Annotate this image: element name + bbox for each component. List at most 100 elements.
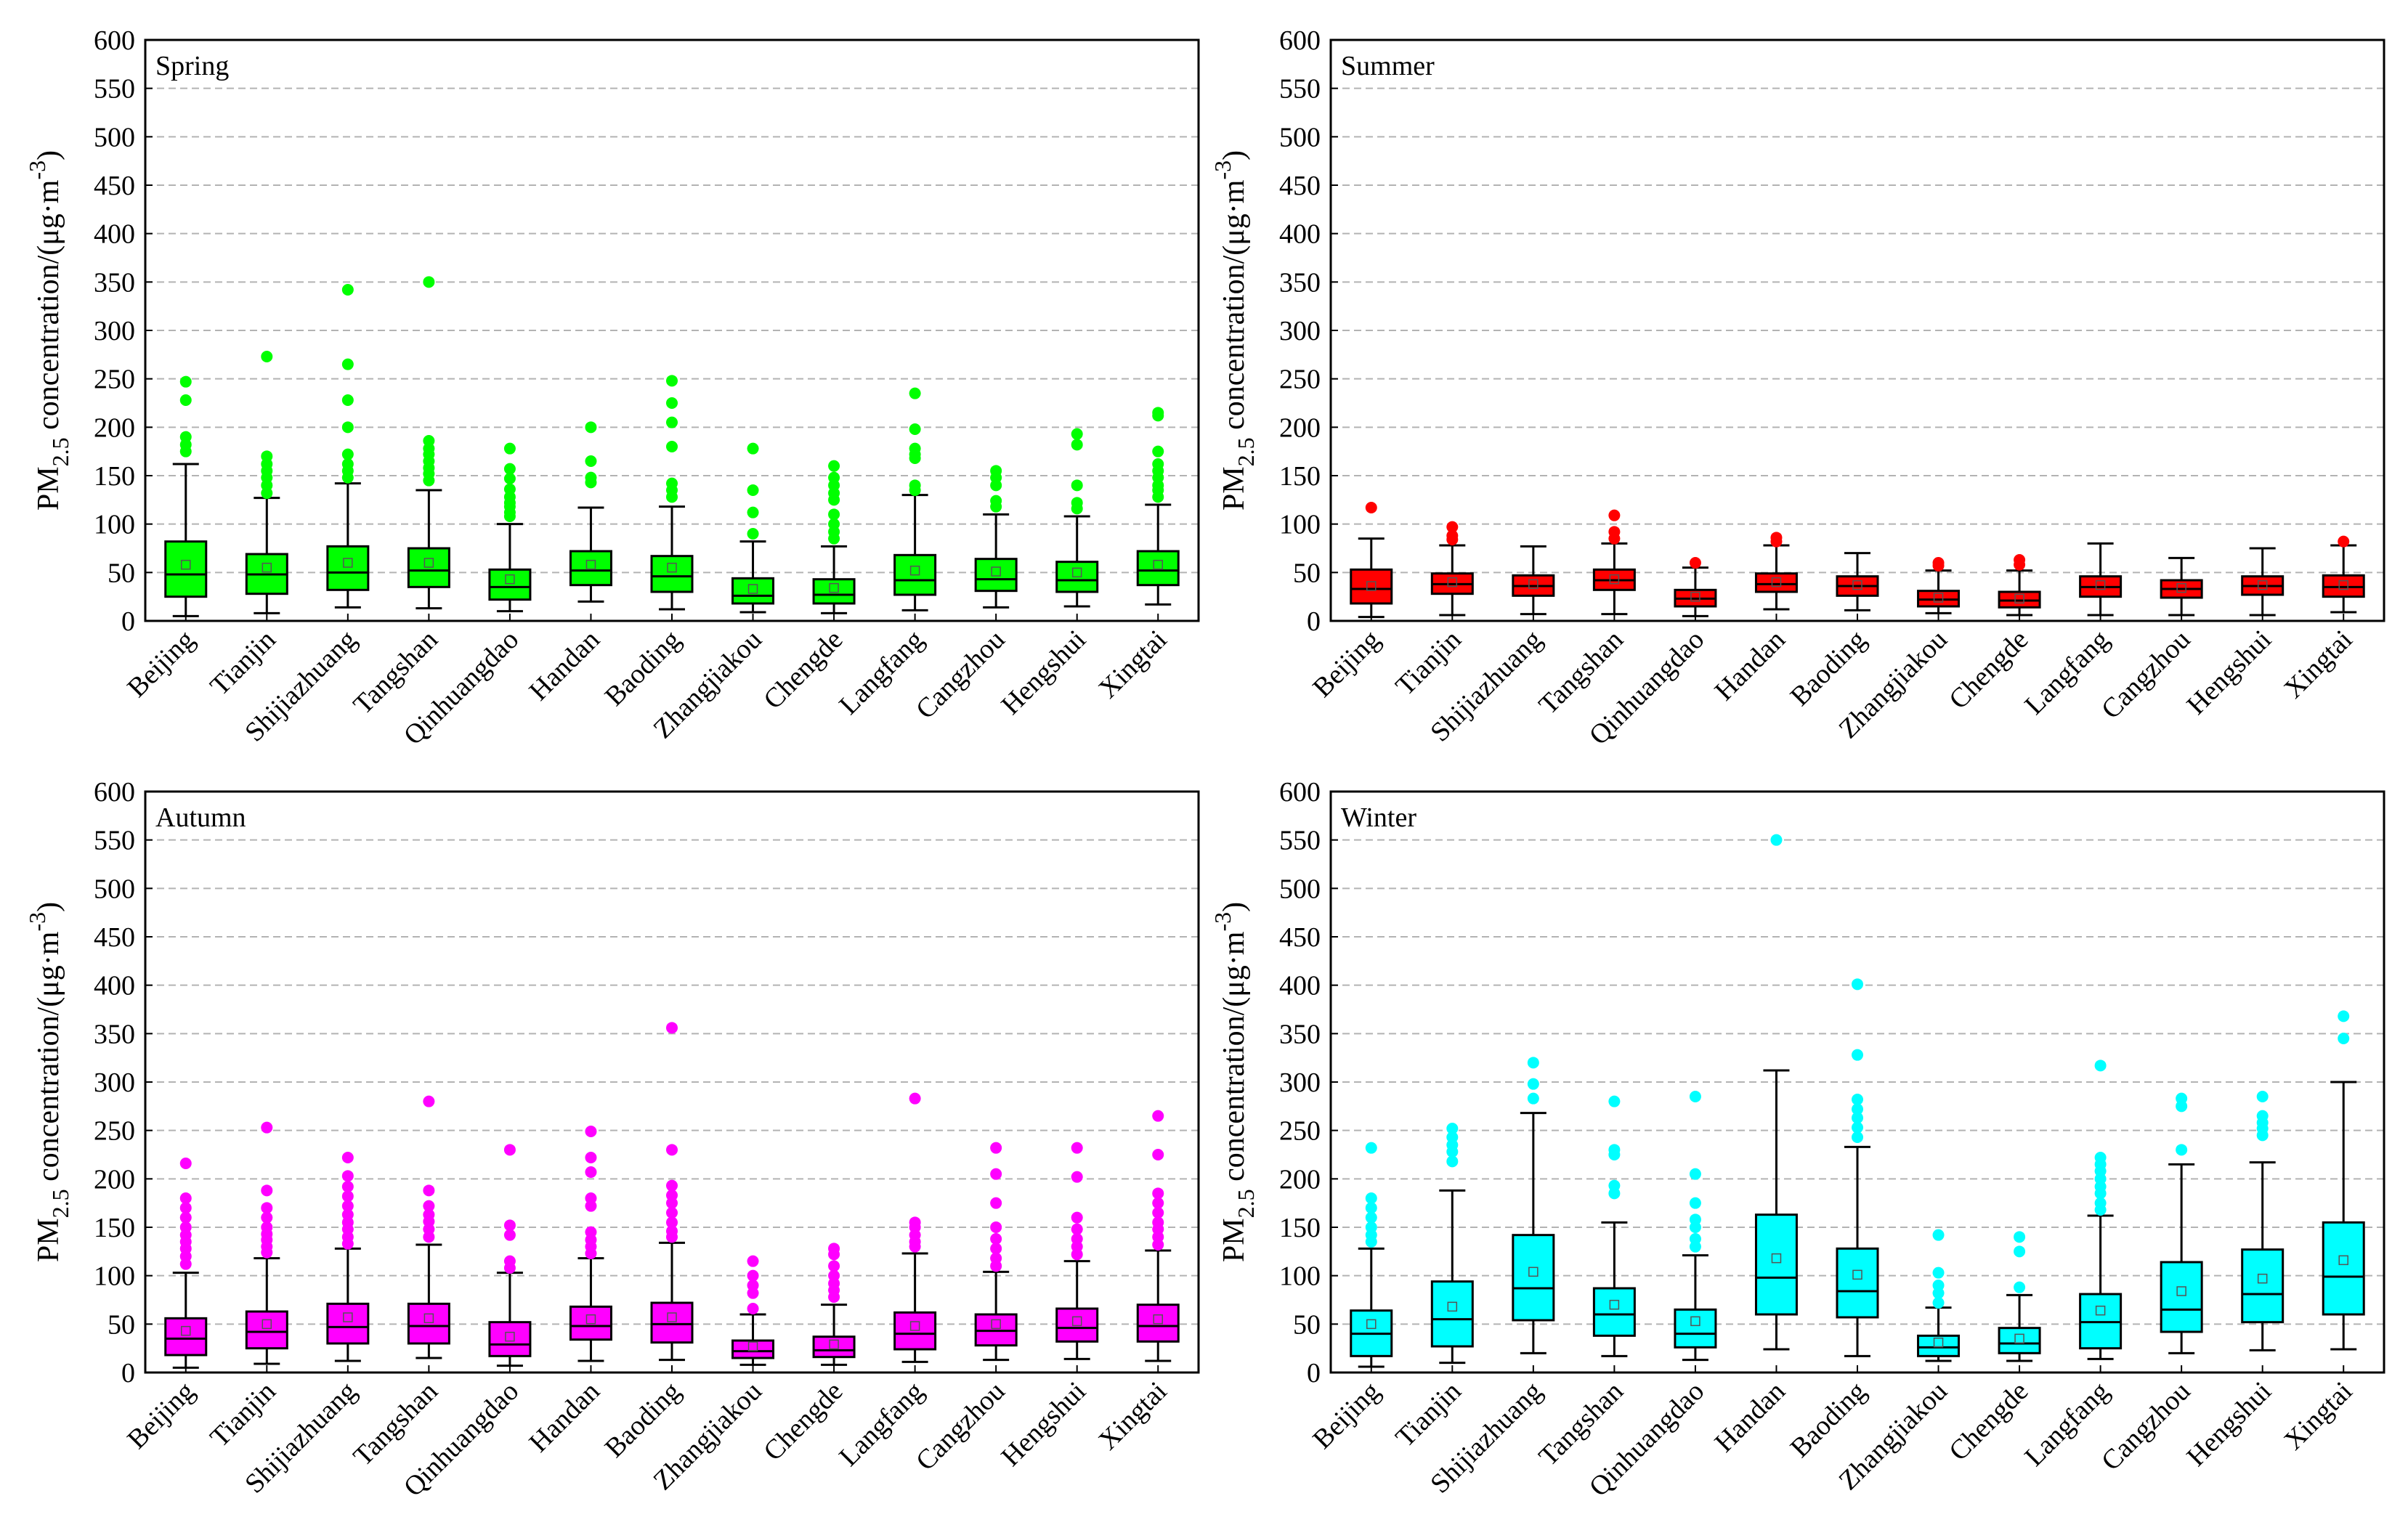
mean-marker	[2014, 1333, 2024, 1344]
box-tangshan: Tangshan	[1533, 509, 1636, 720]
outlier-point	[2094, 1197, 2107, 1209]
outlier-point	[1071, 497, 1083, 509]
outlier-point	[666, 1190, 678, 1201]
box-iqr	[407, 1302, 450, 1345]
outlier-point	[1852, 1049, 1863, 1061]
x-tick-label: Tianjin	[1390, 1376, 1467, 1453]
mean-marker	[1153, 559, 1163, 570]
outlier-point	[909, 1216, 921, 1229]
outlier-point	[1152, 407, 1164, 419]
outlier-point	[261, 1184, 273, 1197]
outlier-point	[261, 450, 273, 463]
outlier-point	[990, 1142, 1002, 1154]
panel-title: Summer	[1341, 51, 1435, 81]
y-tick-label: 50	[1293, 1309, 1321, 1340]
outlier-point	[666, 1179, 678, 1192]
box-hengshui: Hengshui	[995, 1142, 1099, 1472]
y-axis-label-main: PM	[1217, 466, 1251, 511]
outlier-point	[1071, 439, 1083, 451]
box-tianjin: Tianjin	[204, 1121, 288, 1453]
outlier-point	[666, 441, 678, 452]
x-tick-label: Handan	[1709, 625, 1791, 707]
outlier-point	[666, 1207, 678, 1219]
box-iqr	[974, 558, 1018, 593]
outlier-point	[828, 1269, 840, 1282]
outlier-point	[1152, 1197, 1164, 1209]
mean-marker	[2338, 580, 2348, 590]
mean-marker	[1447, 577, 1458, 587]
outlier-point	[2256, 1110, 2269, 1122]
y-tick-label: 550	[1279, 826, 1321, 856]
y-tick-label: 100	[1279, 1261, 1321, 1292]
outlier-point	[1852, 1121, 1863, 1134]
y-axis-label-sub: 2.5	[47, 1189, 73, 1218]
box-xingtai: Xingtai	[1092, 1110, 1180, 1456]
outlier-point	[1852, 1094, 1863, 1105]
outlier-point	[1071, 428, 1083, 440]
x-tick-label: Cangzhou	[910, 625, 1011, 725]
outlier-point	[1071, 1223, 1083, 1235]
outlier-point	[503, 473, 516, 484]
y-tick-label: 450	[94, 171, 135, 201]
box-iqr	[1917, 1334, 1961, 1357]
y-tick-label: 250	[94, 365, 135, 395]
x-tick-label: Hengshui	[2181, 625, 2277, 721]
outlier-point	[1608, 509, 1621, 521]
x-tick-label: Xingtai	[2278, 625, 2358, 704]
y-tick-label: 300	[1279, 1068, 1321, 1098]
outlier-point	[828, 460, 840, 472]
outlier-point	[1689, 1197, 1701, 1209]
outlier-point	[585, 1126, 597, 1137]
y-tick-label: 500	[1279, 122, 1321, 153]
mean-marker	[1609, 1299, 1620, 1310]
outlier-point	[503, 1255, 516, 1267]
outlier-point	[990, 1233, 1002, 1245]
box-qinhuangdao: Qinhuangdao	[398, 442, 532, 751]
box-zhangjiakou: Zhangjiakou	[647, 1255, 775, 1496]
y-tick-label: 50	[108, 558, 135, 588]
box-baoding: Baoding	[599, 1022, 694, 1463]
x-tick-label: Xingtai	[1092, 1376, 1172, 1456]
outlier-point	[1689, 1091, 1701, 1102]
outlier-point	[990, 1252, 1002, 1264]
outlier-point	[179, 1202, 192, 1214]
outlier-point	[666, 477, 678, 489]
y-tick-label: 200	[94, 1164, 135, 1195]
outlier-point	[1770, 532, 1783, 544]
x-tick-label: Xingtai	[2278, 1376, 2358, 1456]
box-iqr	[1350, 568, 1393, 605]
outlier-point	[747, 528, 759, 540]
outlier-point	[990, 1197, 1002, 1209]
outlier-point	[1932, 1280, 1945, 1291]
outlier-point	[747, 484, 759, 496]
y-axis-label-close: )	[32, 902, 65, 912]
y-tick-label: 50	[108, 1309, 135, 1340]
outlier-point	[1852, 1112, 1863, 1124]
outlier-point	[2256, 1091, 2269, 1102]
outlier-point	[261, 1202, 273, 1214]
outlier-point	[1365, 502, 1377, 513]
x-tick-label: Handan	[1709, 1376, 1791, 1458]
box-handan: Handan	[1709, 834, 1798, 1458]
box-iqr	[1836, 1247, 1879, 1319]
mean-marker	[505, 574, 515, 585]
y-tick-label: 150	[1279, 1213, 1321, 1243]
outlier-point	[909, 387, 921, 399]
mean-marker	[2257, 1273, 2268, 1284]
outlier-point	[423, 435, 435, 447]
outlier-point	[828, 508, 840, 521]
y-tick-label: 450	[94, 922, 135, 953]
y-tick-label: 250	[1279, 365, 1321, 395]
x-tick-label: Tianjin	[1390, 625, 1467, 702]
outlier-point	[1932, 1297, 1945, 1309]
outlier-point	[1446, 1123, 1459, 1134]
chart-panel-spring: 0 50 100 150 200 250 300 350 400 450 500 550 600 Spri…	[24, 25, 1200, 751]
y-tick-label: 150	[1279, 461, 1321, 492]
mean-marker	[1366, 1319, 1377, 1330]
box-handan: Handan	[524, 421, 612, 707]
outlier-point	[423, 1095, 435, 1107]
y-axis-label-rest: concentration/(μg·m	[32, 931, 65, 1189]
y-tick-label: 100	[94, 1261, 135, 1292]
outlier-point	[179, 431, 192, 443]
box-iqr	[2241, 1248, 2285, 1324]
